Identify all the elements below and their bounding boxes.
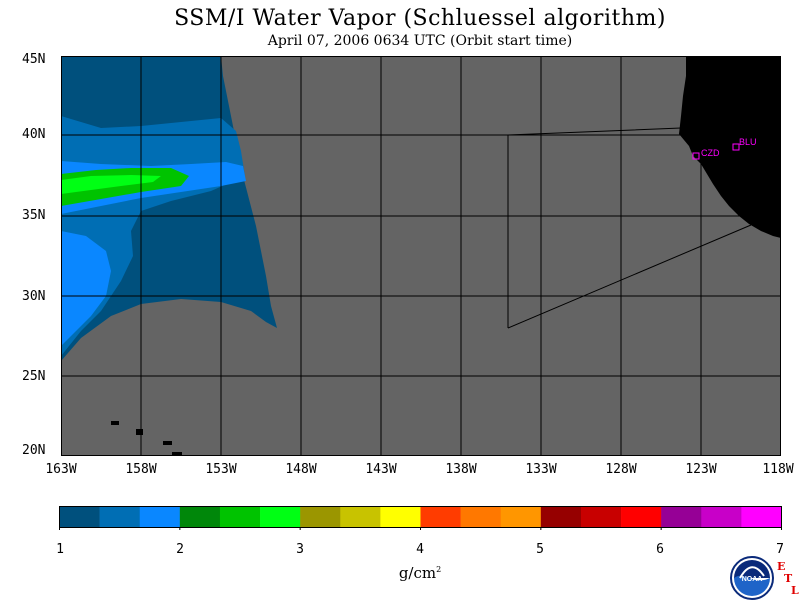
etl-letter-l: L — [791, 584, 799, 597]
vapor-band-green-inner — [61, 175, 161, 194]
noaa-logo: NOAA — [730, 556, 774, 600]
colorbar-ticks — [59, 527, 782, 530]
lat-label-20n: 20N — [22, 443, 46, 458]
lat-label-35n: 35N — [22, 208, 46, 223]
lon-label-133w: 133W — [525, 462, 557, 477]
colorbar-label-3: 3 — [296, 542, 304, 557]
colorbar-cell — [219, 506, 261, 528]
etl-letter-t: T — [784, 572, 793, 585]
colorbar-cell — [661, 506, 702, 528]
colorbar — [59, 506, 782, 530]
colorbar-cell — [540, 506, 582, 528]
lon-label-143w: 143W — [365, 462, 397, 477]
analysis-domain-outline-south — [507, 224, 752, 329]
station-marker-czd — [692, 152, 700, 160]
station-label-blu: BLU — [739, 137, 757, 147]
colorbar-label-2: 2 — [176, 542, 184, 557]
grid-lines — [61, 56, 781, 456]
colorbar-units: g/cm2 — [380, 564, 460, 582]
station-label-czd: CZD — [701, 148, 720, 158]
colorbar-cell — [741, 506, 782, 528]
island-hawaii — [172, 452, 182, 456]
page-subtitle: April 07, 2006 0634 UTC (Orbit start tim… — [267, 33, 573, 49]
island-oahu — [136, 429, 143, 435]
vapor-band-light-blue-south — [61, 231, 111, 346]
colorbar-cell — [380, 506, 421, 528]
lon-label-128w: 128W — [605, 462, 637, 477]
lat-label-40n: 40N — [22, 127, 46, 142]
colorbar-cell — [701, 506, 742, 528]
colorbar-label-1: 1 — [56, 542, 64, 557]
lon-label-123w: 123W — [685, 462, 717, 477]
lon-label-138w: 138W — [445, 462, 477, 477]
analysis-domain-outline — [507, 127, 682, 328]
lat-label-45n: 45N — [22, 52, 46, 67]
lat-label-25n: 25N — [22, 369, 46, 384]
page-title: SSM/I Water Vapor (Schluessel algorithm) — [174, 6, 666, 31]
etl-letter-e: E — [777, 560, 786, 573]
land-north-america — [679, 56, 781, 238]
lon-label-118w: 118W — [762, 462, 794, 477]
noaa-logo-text: NOAA — [742, 576, 763, 583]
island-kauai — [111, 421, 119, 425]
colorbar-cell — [300, 506, 341, 528]
colorbar-cell — [179, 506, 221, 528]
colorbar-cell — [99, 506, 141, 528]
lon-label-163w: 163W — [45, 462, 77, 477]
lat-label-30n: 30N — [22, 289, 46, 304]
station-marker-blu — [732, 143, 740, 151]
colorbar-cell — [340, 506, 381, 528]
colorbar-label-7: 7 — [776, 542, 784, 557]
colorbar-cell — [260, 506, 301, 528]
colorbar-cells — [59, 506, 782, 528]
colorbar-cell — [500, 506, 542, 528]
lon-label-153w: 153W — [205, 462, 237, 477]
island-maui — [163, 441, 172, 445]
colorbar-cell — [621, 506, 662, 528]
colorbar-label-5: 5 — [536, 542, 544, 557]
units-text: g/cm — [398, 564, 437, 582]
colorbar-cell — [59, 506, 100, 528]
colorbar-cell — [460, 506, 502, 528]
colorbar-label-6: 6 — [656, 542, 664, 557]
lon-label-158w: 158W — [125, 462, 157, 477]
lon-label-148w: 148W — [285, 462, 317, 477]
colorbar-cell — [580, 506, 622, 528]
colorbar-cell — [139, 506, 181, 528]
map-border — [61, 56, 781, 456]
colorbar-label-4: 4 — [416, 542, 424, 557]
water-vapor-map: CZD BLU — [61, 56, 781, 456]
colorbar-cell — [420, 506, 461, 528]
units-exponent: 2 — [436, 565, 442, 574]
